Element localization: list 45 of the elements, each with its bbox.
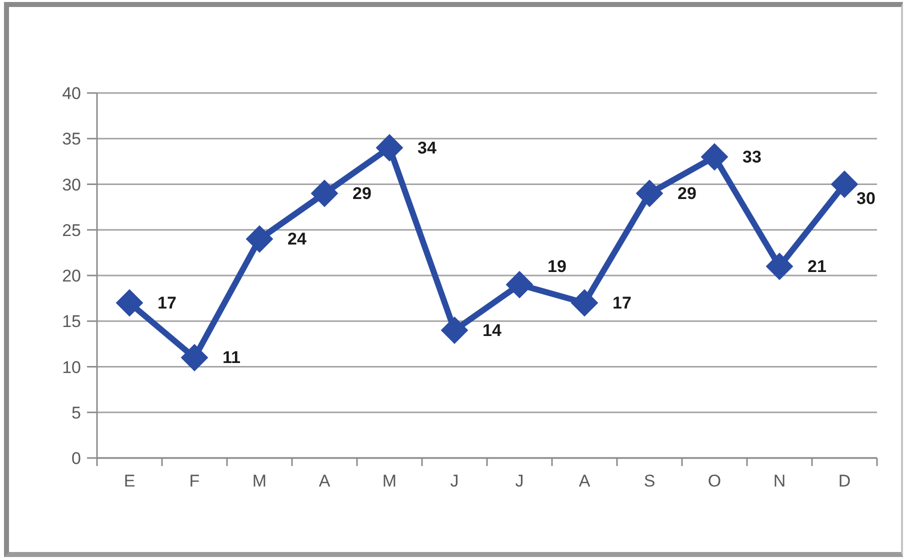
data-label: 21 bbox=[808, 256, 826, 276]
y-tick-label: 30 bbox=[62, 175, 81, 194]
data-label: 33 bbox=[742, 147, 762, 166]
x-tick-label: N bbox=[773, 472, 786, 490]
point bbox=[506, 271, 533, 298]
data-label: 24 bbox=[288, 230, 307, 248]
x-tick-label: D bbox=[838, 472, 851, 490]
point bbox=[311, 180, 338, 207]
point bbox=[766, 252, 793, 280]
y-tick-label: 20 bbox=[62, 266, 81, 286]
y-tick-label: 35 bbox=[62, 130, 81, 149]
data-label: 14 bbox=[482, 320, 502, 340]
y-tick-label: 5 bbox=[72, 403, 81, 422]
x-tick-label: O bbox=[708, 472, 722, 490]
y-tick-label: 0 bbox=[72, 449, 81, 468]
data-label: 17 bbox=[612, 293, 632, 312]
data-label: 29 bbox=[352, 184, 372, 203]
x-tick-label: S bbox=[644, 472, 656, 490]
data-label: 30 bbox=[856, 188, 876, 208]
data-label: 34 bbox=[418, 138, 437, 158]
x-tick-label: J bbox=[515, 472, 524, 490]
point bbox=[636, 180, 663, 207]
point bbox=[181, 344, 208, 372]
data-label: 19 bbox=[548, 257, 566, 276]
point bbox=[571, 289, 598, 316]
point bbox=[441, 316, 468, 344]
x-tick-label: E bbox=[124, 472, 136, 490]
y-tick-label: 25 bbox=[62, 220, 81, 240]
y-tick-label: 40 bbox=[62, 84, 81, 104]
data-label: 29 bbox=[678, 184, 696, 203]
point bbox=[831, 170, 858, 198]
point bbox=[376, 134, 403, 162]
x-tick-label: M bbox=[382, 472, 397, 490]
y-tick-label: 10 bbox=[62, 358, 81, 377]
point bbox=[246, 226, 273, 252]
data-label: 17 bbox=[158, 293, 176, 312]
point bbox=[116, 289, 143, 316]
x-tick-label: A bbox=[578, 472, 591, 490]
y-tick-label: 15 bbox=[62, 312, 81, 332]
x-tick-label: M bbox=[252, 472, 267, 490]
x-tick-label: A bbox=[318, 472, 331, 490]
data-label: 11 bbox=[222, 348, 240, 368]
point bbox=[701, 143, 728, 170]
x-tick-label: F bbox=[189, 472, 200, 490]
x-tick-label: J bbox=[450, 472, 459, 490]
